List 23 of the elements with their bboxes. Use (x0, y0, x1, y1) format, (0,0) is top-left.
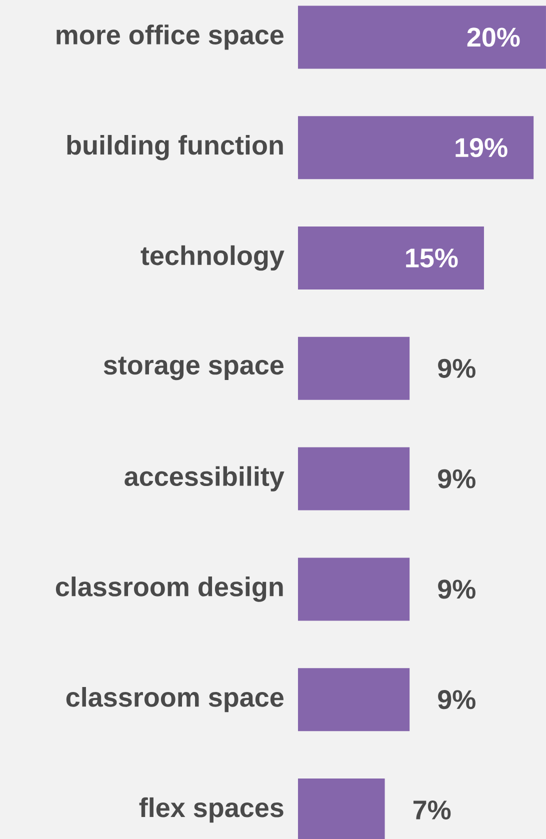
bar (298, 6, 546, 69)
y-tick-label: flex spaces (139, 797, 284, 823)
data-label: 15% (406, 248, 458, 268)
y-tick-label: accessibility (124, 466, 284, 492)
bar (298, 447, 410, 510)
y-tick-label: classroom space (66, 687, 284, 712)
y-tick-label: classroom design (56, 576, 283, 602)
bar (298, 668, 410, 732)
y-tick-label: storage space (104, 356, 284, 380)
y-tick-label: more office space (56, 24, 284, 50)
y-tick-label: building function (67, 134, 283, 160)
bar (298, 116, 534, 180)
data-label: 9% (438, 469, 476, 488)
bar (298, 226, 484, 290)
y-tick-label: technology (140, 245, 284, 271)
data-label: 7% (413, 800, 451, 820)
data-label: 20% (467, 28, 520, 47)
data-label: 9% (438, 690, 476, 710)
data-label: 19% (456, 138, 508, 158)
bar (298, 558, 410, 621)
data-label: 9% (438, 580, 476, 599)
data-label: 9% (438, 358, 476, 378)
bar (298, 336, 410, 400)
